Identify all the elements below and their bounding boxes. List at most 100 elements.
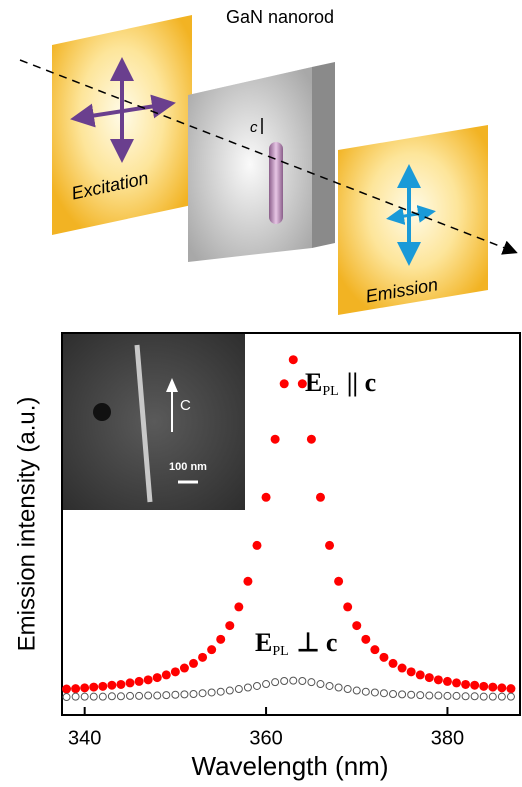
data-point <box>172 691 179 698</box>
data-point <box>470 681 479 690</box>
data-point <box>444 692 451 699</box>
data-point <box>326 682 333 689</box>
data-point <box>226 687 233 694</box>
data-point <box>471 693 478 700</box>
c-label: c <box>250 119 258 136</box>
x-tick-label: 380 <box>431 727 464 749</box>
data-point <box>498 693 505 700</box>
data-point <box>216 635 225 644</box>
data-point <box>272 679 279 686</box>
data-point <box>308 679 315 686</box>
data-point <box>262 493 271 502</box>
data-point <box>136 692 143 699</box>
data-point <box>488 683 497 692</box>
data-point <box>153 673 162 682</box>
box-front <box>188 67 312 262</box>
annotation-main: E <box>305 368 322 397</box>
data-point <box>408 691 415 698</box>
data-point <box>461 680 470 689</box>
x-axis-label: Wavelength (nm) <box>192 751 389 781</box>
data-point <box>127 692 134 699</box>
data-point <box>244 684 251 691</box>
annotation-tail: ⊥ c <box>297 628 338 657</box>
y-axis-label: Emission intensity (a.u.) <box>13 397 40 652</box>
data-point <box>380 690 387 697</box>
data-point <box>116 680 125 689</box>
data-point <box>299 678 306 685</box>
data-point <box>154 692 161 699</box>
data-point <box>108 693 115 700</box>
data-point <box>307 435 316 444</box>
data-point <box>98 682 107 691</box>
data-point <box>271 435 280 444</box>
data-point <box>89 683 98 692</box>
data-point <box>507 693 514 700</box>
nanorod <box>269 142 283 224</box>
data-point <box>234 602 243 611</box>
data-point <box>480 693 487 700</box>
data-point <box>225 621 234 630</box>
annotation-sub: PL <box>272 644 288 659</box>
data-point <box>145 692 152 699</box>
data-point <box>497 683 506 692</box>
data-point <box>171 667 180 676</box>
inset-spot <box>93 403 111 421</box>
data-point <box>426 692 433 699</box>
data-point <box>335 684 342 691</box>
data-point <box>479 682 488 691</box>
data-point <box>189 659 198 668</box>
data-point <box>199 690 206 697</box>
data-point <box>506 684 515 693</box>
x-tick-label: 340 <box>68 727 101 749</box>
x-tick-label: 360 <box>249 727 282 749</box>
data-point <box>253 682 260 689</box>
data-point <box>462 693 469 700</box>
data-point <box>290 677 297 684</box>
data-point <box>390 690 397 697</box>
data-point <box>281 678 288 685</box>
data-point <box>434 675 443 684</box>
data-point <box>334 577 343 586</box>
annotation-main: E <box>255 628 272 657</box>
data-point <box>207 645 216 654</box>
data-point <box>399 691 406 698</box>
data-point <box>353 687 360 694</box>
data-point <box>416 670 425 679</box>
annotation-tail: || c <box>347 368 377 397</box>
data-point <box>90 693 97 700</box>
data-point <box>443 677 452 686</box>
data-point <box>325 541 334 550</box>
diagram-title: GaN nanorod <box>226 7 334 27</box>
annotation: EPL|| c <box>305 368 376 399</box>
data-point <box>489 693 496 700</box>
data-point <box>198 653 207 662</box>
data-point <box>425 673 434 682</box>
data-point <box>379 653 388 662</box>
data-point <box>252 541 261 550</box>
data-point <box>263 681 270 688</box>
data-point <box>71 684 80 693</box>
data-point <box>181 691 188 698</box>
data-point <box>453 692 460 699</box>
inset-axis-label: C <box>180 397 191 414</box>
data-point <box>80 683 89 692</box>
data-point <box>361 635 370 644</box>
data-point <box>280 379 289 388</box>
data-point <box>163 692 170 699</box>
data-point <box>180 664 189 673</box>
data-point <box>417 692 424 699</box>
data-point <box>62 685 71 694</box>
data-point <box>63 694 70 701</box>
data-point <box>117 693 124 700</box>
data-point <box>81 693 88 700</box>
box-side <box>312 62 335 248</box>
data-point <box>352 621 361 630</box>
data-point <box>407 667 416 676</box>
data-point <box>208 689 215 696</box>
data-point <box>389 659 398 668</box>
data-point <box>289 355 298 364</box>
data-point <box>217 688 224 695</box>
data-point <box>190 690 197 697</box>
data-point <box>344 686 351 693</box>
data-point <box>235 686 242 693</box>
